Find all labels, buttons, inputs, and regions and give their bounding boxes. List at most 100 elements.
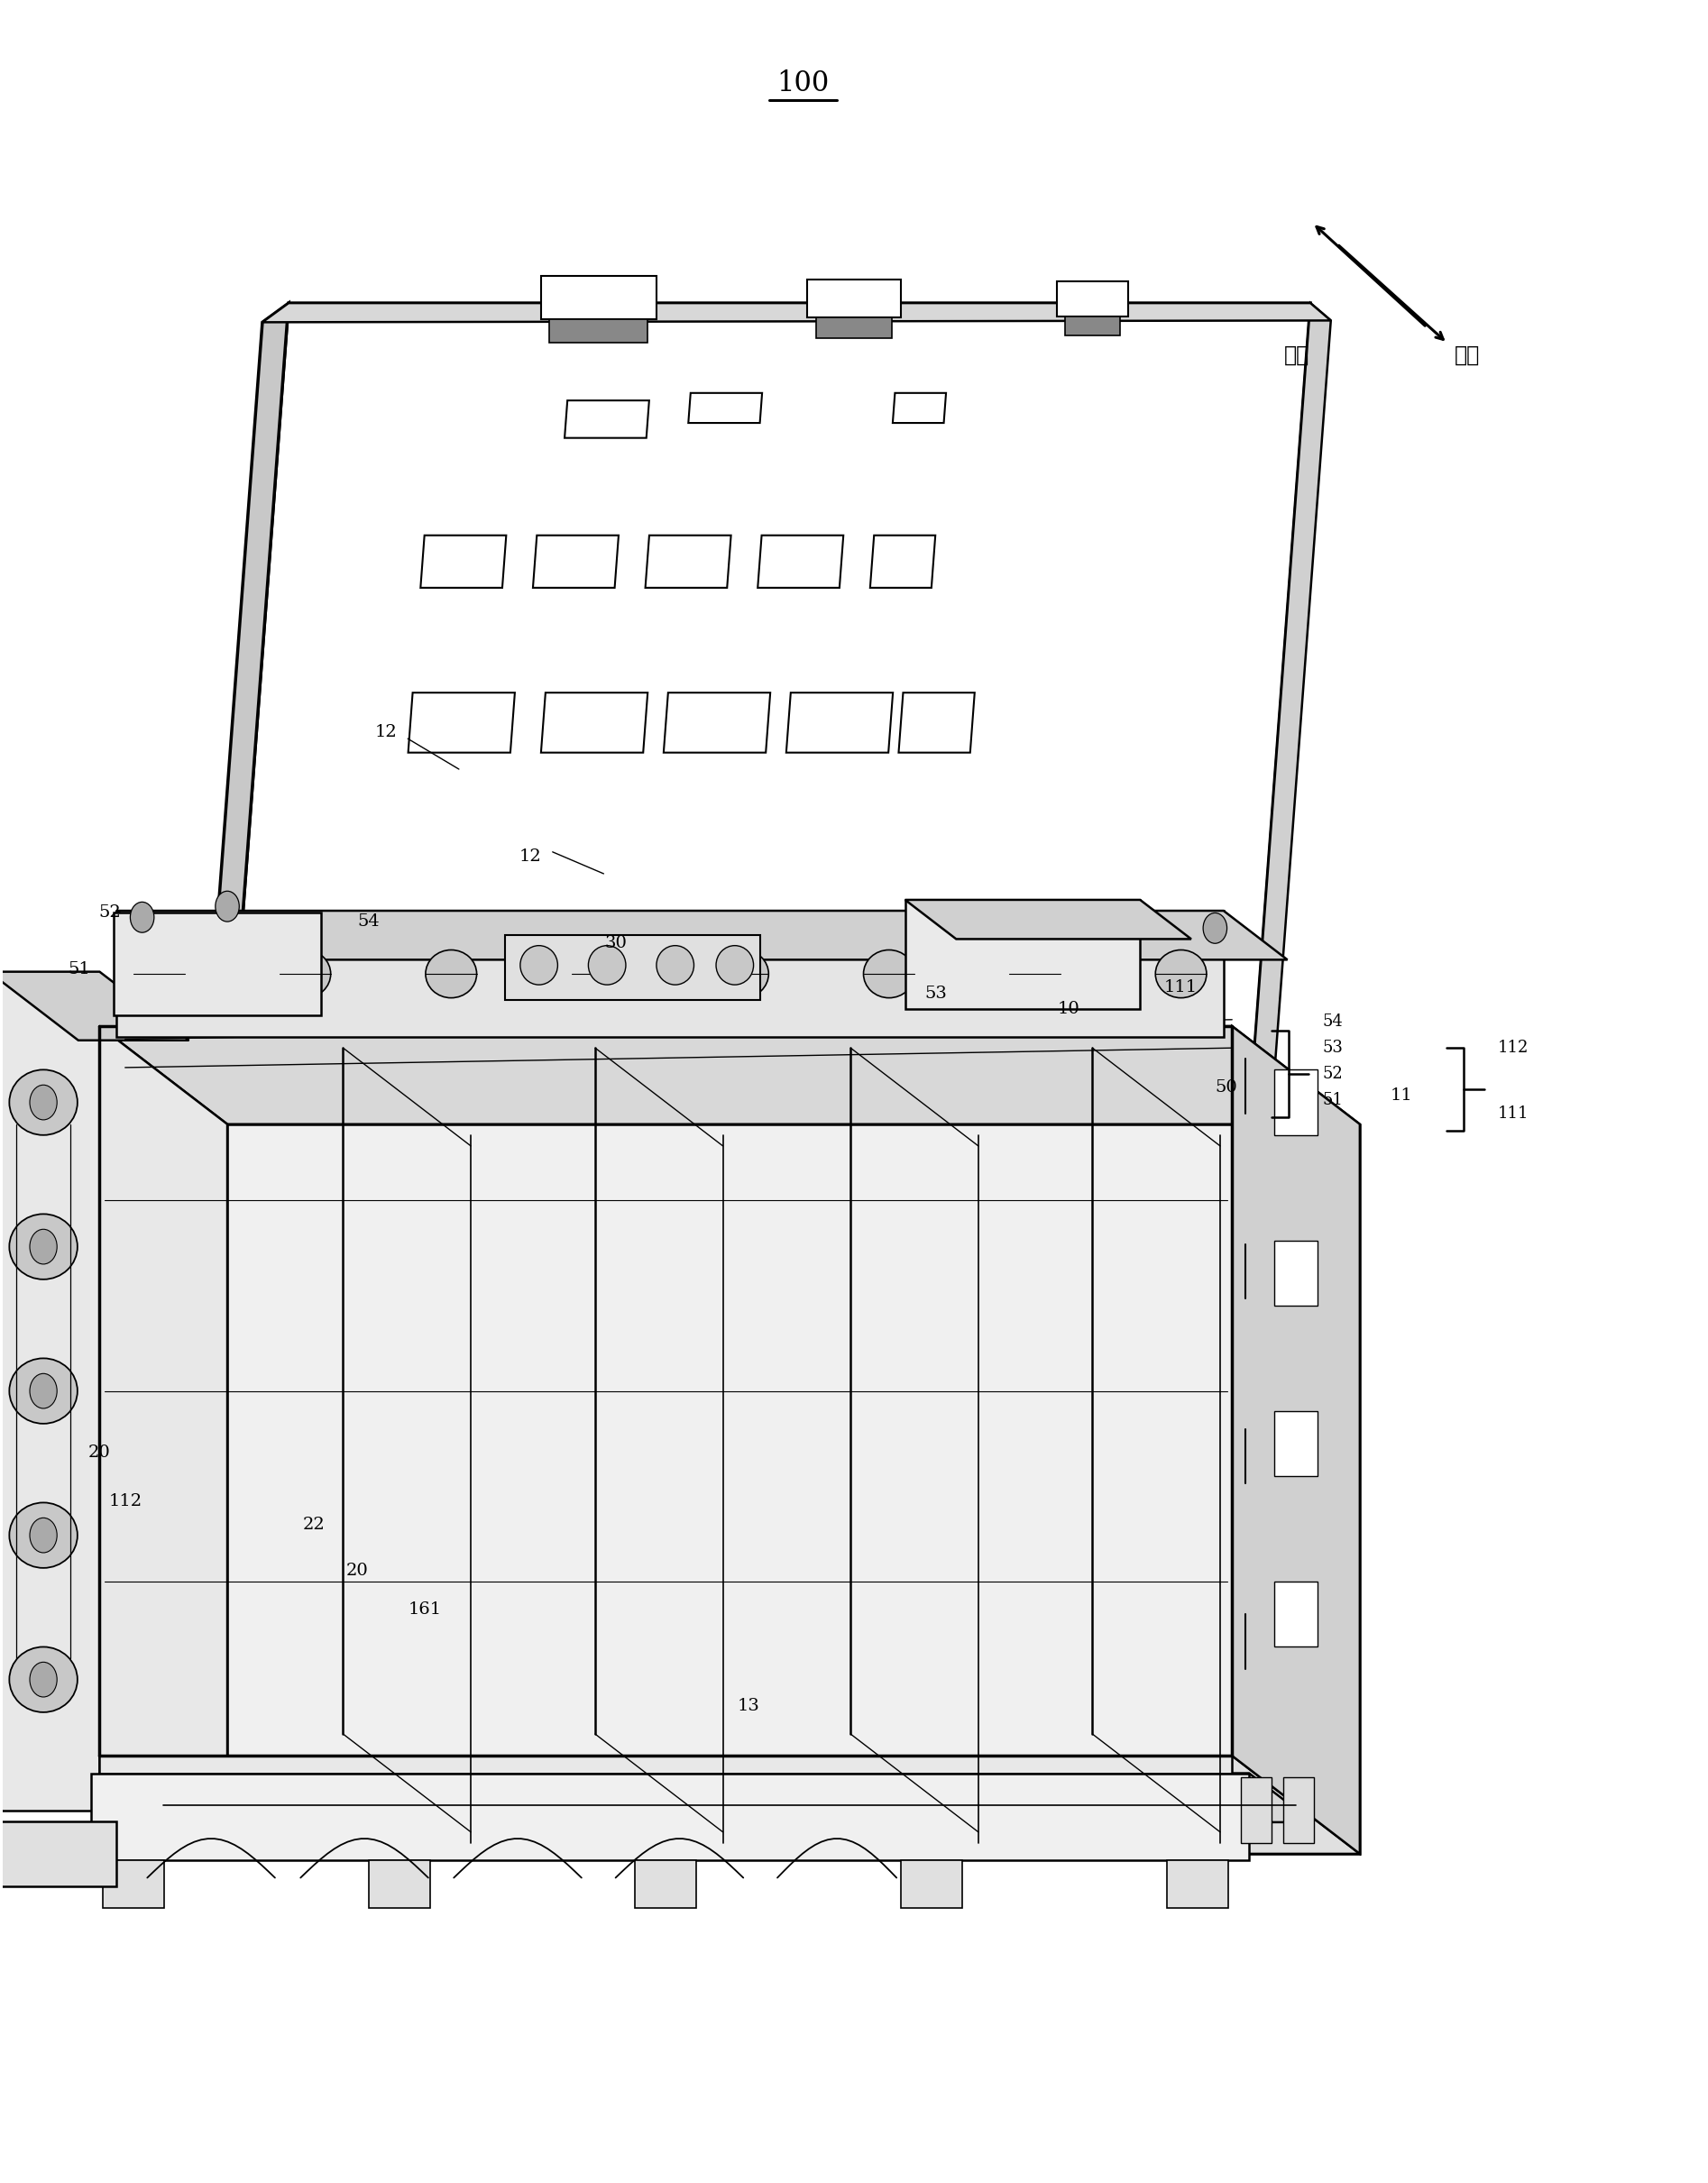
Polygon shape	[113, 912, 321, 1015]
Polygon shape	[1167, 1860, 1228, 1908]
Polygon shape	[905, 899, 1190, 939]
Polygon shape	[232, 1052, 1271, 1078]
Ellipse shape	[864, 950, 914, 998]
Ellipse shape	[280, 950, 331, 998]
Polygon shape	[905, 899, 1141, 1009]
Ellipse shape	[572, 950, 623, 998]
Polygon shape	[664, 692, 770, 753]
Text: 54: 54	[1322, 1013, 1342, 1030]
Circle shape	[130, 902, 154, 932]
Polygon shape	[263, 303, 1331, 323]
Polygon shape	[1274, 1410, 1317, 1476]
Ellipse shape	[133, 950, 184, 998]
Text: 横向: 横向	[1454, 345, 1479, 367]
Ellipse shape	[9, 1646, 77, 1711]
Polygon shape	[116, 910, 1288, 961]
Polygon shape	[207, 303, 289, 1072]
Polygon shape	[99, 1755, 1231, 1773]
Polygon shape	[408, 692, 514, 753]
Polygon shape	[116, 910, 1223, 1037]
Text: 13: 13	[738, 1698, 760, 1714]
Polygon shape	[0, 971, 190, 1041]
Circle shape	[215, 891, 239, 921]
Text: 22: 22	[302, 1517, 325, 1532]
Text: 51: 51	[68, 961, 91, 978]
Polygon shape	[1274, 1070, 1317, 1135]
Polygon shape	[898, 692, 975, 753]
Text: 12: 12	[519, 849, 541, 864]
Polygon shape	[0, 1821, 116, 1886]
Text: 12: 12	[374, 725, 396, 740]
Text: 112: 112	[1498, 1039, 1529, 1057]
Polygon shape	[99, 1026, 227, 1853]
Polygon shape	[1274, 1580, 1317, 1646]
Ellipse shape	[9, 1358, 77, 1423]
Polygon shape	[91, 1773, 1249, 1860]
Polygon shape	[893, 393, 946, 424]
Polygon shape	[506, 934, 760, 1000]
Circle shape	[29, 1373, 56, 1408]
Polygon shape	[1274, 1240, 1317, 1305]
Ellipse shape	[9, 1502, 77, 1567]
Text: 100: 100	[777, 70, 828, 96]
Text: 54: 54	[357, 912, 379, 930]
Polygon shape	[1283, 1777, 1313, 1842]
Text: 20: 20	[345, 1563, 367, 1578]
Polygon shape	[91, 1773, 1313, 1823]
Text: 11: 11	[1390, 1087, 1413, 1105]
Ellipse shape	[1155, 950, 1206, 998]
Text: 51: 51	[1322, 1092, 1342, 1109]
Polygon shape	[1254, 303, 1331, 1070]
Circle shape	[29, 1229, 56, 1264]
Polygon shape	[0, 971, 99, 1810]
Ellipse shape	[521, 945, 559, 985]
Polygon shape	[1057, 282, 1129, 317]
Ellipse shape	[656, 945, 693, 985]
Polygon shape	[227, 1124, 1360, 1853]
Polygon shape	[533, 535, 618, 587]
Text: 10: 10	[1057, 1000, 1079, 1017]
Text: 111: 111	[1165, 978, 1197, 995]
Polygon shape	[102, 1860, 164, 1908]
Polygon shape	[902, 1860, 963, 1908]
Polygon shape	[1231, 1026, 1360, 1853]
Polygon shape	[635, 1860, 697, 1908]
Polygon shape	[541, 692, 647, 753]
Circle shape	[29, 1517, 56, 1552]
Ellipse shape	[717, 950, 769, 998]
Ellipse shape	[9, 1070, 77, 1135]
Polygon shape	[869, 535, 936, 587]
Polygon shape	[816, 317, 892, 338]
Circle shape	[29, 1661, 56, 1696]
Polygon shape	[420, 535, 506, 587]
Polygon shape	[99, 1026, 1360, 1124]
Polygon shape	[99, 1755, 1360, 1853]
Text: 30: 30	[605, 934, 627, 952]
Text: 112: 112	[108, 1493, 142, 1508]
Polygon shape	[808, 279, 900, 317]
Text: 53: 53	[1322, 1039, 1342, 1057]
Polygon shape	[1066, 317, 1120, 336]
Circle shape	[29, 1085, 56, 1120]
Polygon shape	[758, 535, 844, 587]
Text: 纵向: 纵向	[1284, 345, 1310, 367]
Polygon shape	[369, 1860, 430, 1908]
Text: 53: 53	[924, 985, 946, 1002]
Ellipse shape	[588, 945, 625, 985]
Ellipse shape	[425, 950, 477, 998]
Polygon shape	[541, 275, 656, 319]
Circle shape	[1202, 912, 1226, 943]
Text: 50: 50	[1214, 1078, 1237, 1096]
Polygon shape	[565, 399, 649, 439]
Text: 20: 20	[89, 1445, 111, 1460]
Ellipse shape	[1009, 950, 1061, 998]
Polygon shape	[550, 319, 647, 343]
Ellipse shape	[716, 945, 753, 985]
Polygon shape	[688, 393, 762, 424]
Polygon shape	[1240, 1777, 1271, 1842]
Text: 161: 161	[408, 1602, 442, 1618]
Polygon shape	[786, 692, 893, 753]
Polygon shape	[232, 303, 1310, 1052]
Ellipse shape	[9, 1214, 77, 1279]
Text: 52: 52	[99, 904, 121, 921]
